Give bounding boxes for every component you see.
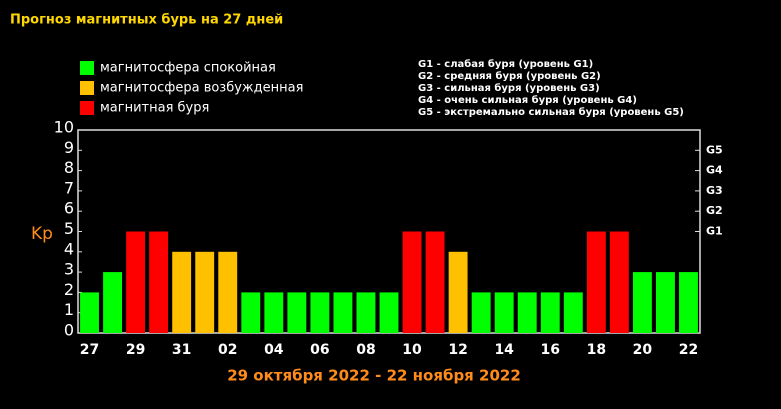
storm-note: G1 - слабая буря (уровень G1) — [418, 58, 593, 70]
bar — [126, 231, 146, 333]
y-tick-label: 0 — [64, 321, 74, 340]
y-tick-label: 8 — [64, 158, 74, 177]
chart-title: Прогноз магнитных бурь на 27 дней — [10, 13, 283, 28]
legend-swatch — [80, 61, 94, 75]
y-tick-label: 4 — [64, 239, 74, 258]
storm-note: G3 - сильная буря (уровень G3) — [418, 82, 600, 94]
bar — [655, 272, 675, 333]
x-tick-label: 27 — [80, 342, 99, 358]
bar — [333, 292, 353, 333]
y-tick-label: 9 — [64, 138, 74, 157]
bar — [632, 272, 652, 333]
bar — [195, 251, 215, 333]
x-tick-label: 14 — [494, 342, 514, 358]
x-tick-label: 06 — [310, 342, 329, 358]
storm-note: G5 - экстремально сильная буря (уровень … — [418, 106, 684, 118]
bar — [494, 292, 514, 333]
legend-label: магнитная буря — [100, 101, 209, 116]
legend-swatch — [80, 81, 94, 95]
x-tick-label: 12 — [448, 342, 467, 358]
y-tick-label: 2 — [64, 280, 74, 299]
bar — [425, 231, 445, 333]
bar — [448, 251, 468, 333]
x-tick-label: 16 — [541, 342, 560, 358]
bar — [471, 292, 491, 333]
bar — [310, 292, 330, 333]
bar — [517, 292, 537, 333]
y2-tick-label: G4 — [706, 164, 723, 177]
x-tick-label: 22 — [679, 342, 698, 358]
y-tick-label: 7 — [64, 178, 74, 197]
x-tick-label: 04 — [264, 342, 284, 358]
y2-tick-label: G5 — [706, 143, 723, 156]
bar — [586, 231, 606, 333]
bar — [287, 292, 307, 333]
y-tick-label: 6 — [64, 199, 74, 218]
y-tick-label: 1 — [64, 300, 74, 319]
bar — [80, 292, 99, 333]
x-tick-label: 02 — [218, 342, 237, 358]
y2-tick-label: G3 — [706, 184, 723, 197]
bar — [540, 292, 560, 333]
y-tick-label: 5 — [64, 219, 74, 238]
bar — [241, 292, 261, 333]
x-tick-label: 08 — [356, 342, 375, 358]
bar — [218, 251, 238, 333]
bar — [609, 231, 629, 333]
storm-note: G2 - средняя буря (уровень G2) — [418, 70, 601, 82]
bar — [563, 292, 583, 333]
bar — [679, 272, 698, 333]
y-tick-label: 3 — [64, 260, 74, 279]
bar — [356, 292, 376, 333]
y2-tick-label: G2 — [706, 204, 723, 217]
bar — [402, 231, 422, 333]
bar — [379, 292, 399, 333]
x-tick-label: 31 — [172, 342, 191, 358]
y-axis-label: Kp — [31, 224, 53, 244]
legend-label: магнитосфера возбужденная — [100, 81, 303, 96]
bar — [149, 231, 169, 333]
x-tick-label: 29 — [126, 342, 145, 358]
bar — [103, 272, 123, 333]
bar — [172, 251, 192, 333]
storm-note: G4 - очень сильная буря (уровень G4) — [418, 94, 637, 106]
y-tick-label: 10 — [54, 118, 74, 137]
x-tick-label: 10 — [402, 342, 422, 358]
y2-tick-label: G1 — [706, 225, 723, 238]
x-tick-label: 18 — [587, 342, 606, 358]
bar — [264, 292, 284, 333]
legend-swatch — [80, 101, 94, 115]
legend-label: магнитосфера спокойная — [100, 61, 276, 76]
x-axis-label: 29 октября 2022 - 22 ноября 2022 — [227, 367, 521, 385]
x-tick-label: 20 — [633, 342, 653, 358]
